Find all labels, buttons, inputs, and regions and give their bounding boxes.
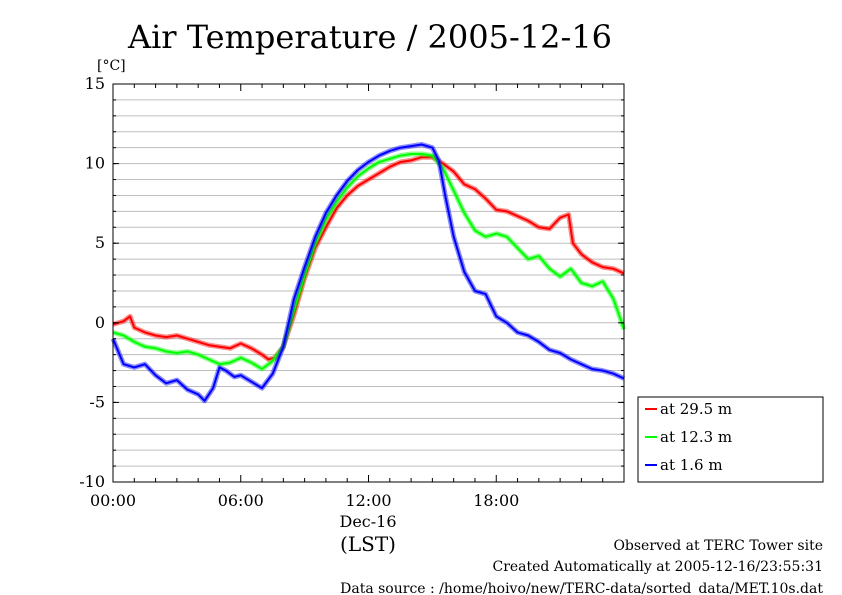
x-date-label: Dec-16 (339, 512, 396, 531)
x-tick-label: 18:00 (473, 491, 519, 510)
x-tick-label: 12:00 (345, 491, 391, 510)
legend-box (637, 396, 824, 483)
plot-frame (112, 83, 625, 483)
footer-source: Data source : /home/hoivo/new/TERC-data/… (340, 581, 823, 595)
y-tick-label: 15 (85, 74, 105, 93)
y-axis: 15 10 5 0 -5 -10 (79, 74, 624, 491)
y-tick-label: 0 (95, 313, 105, 332)
series-line (112, 143, 625, 402)
footer-observed: Observed at TERC Tower site (613, 538, 823, 554)
grid-lines (113, 99, 624, 467)
y-tick-label: -5 (89, 392, 105, 411)
x-axis: 00:00 06:00 12:00 18:00 (90, 84, 625, 510)
series-lines (110, 142, 627, 404)
y-tick-label: 10 (85, 154, 105, 173)
series-halo (112, 154, 626, 362)
series-line (112, 156, 625, 361)
legend-label: at 1.6 m (660, 456, 723, 474)
y-tick-label: 5 (95, 233, 105, 252)
chart-title: Air Temperature / 2005-12-16 (127, 18, 612, 56)
y-unit-label: [°C] (97, 58, 126, 74)
x-tick-label: 00:00 (90, 491, 136, 510)
legend-label: at 29.5 m (660, 400, 732, 418)
footer-created: Created Automatically at 2005-12-16/23:5… (492, 559, 823, 575)
y-tick-label: -10 (79, 472, 105, 491)
legend-label: at 12.3 m (660, 428, 732, 446)
legend: at 29.5 m at 12.3 m at 1.6 m (637, 396, 824, 483)
series-line (112, 153, 625, 370)
x-axis-label: (LST) (340, 532, 396, 556)
series-halo (110, 142, 626, 404)
x-tick-label: 06:00 (218, 491, 264, 510)
